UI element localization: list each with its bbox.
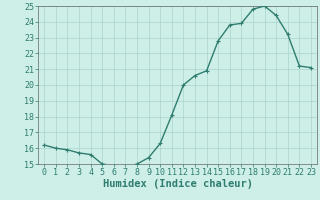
X-axis label: Humidex (Indice chaleur): Humidex (Indice chaleur) <box>103 179 252 189</box>
